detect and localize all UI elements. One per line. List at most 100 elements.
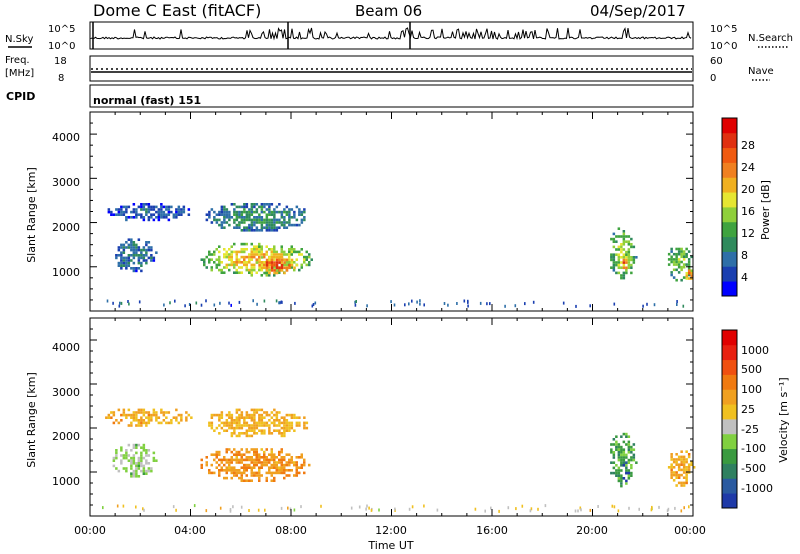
heatmap-cell [245, 421, 249, 425]
heatmap-cell [617, 474, 621, 477]
heatmap-cell [125, 467, 128, 470]
heatmap-cell [288, 413, 291, 417]
heatmap-cell [233, 218, 236, 222]
heatmap-cell [184, 304, 186, 308]
heatmap-cell [240, 426, 244, 430]
heatmap-cell [273, 466, 276, 469]
heatmap-cell [135, 208, 138, 211]
heatmap-cell [162, 411, 166, 414]
heatmap-cell [270, 253, 273, 256]
heatmap-cell [283, 434, 286, 438]
heatmap-cell [117, 261, 121, 265]
heatmap-cell [147, 248, 151, 252]
heatmap-cell [625, 432, 628, 436]
heatmap-cell [245, 479, 248, 482]
heatmap-cell [630, 263, 633, 267]
heatmap-cell [240, 248, 243, 251]
heatmap-cell [620, 435, 623, 438]
heatmap-cell [233, 208, 236, 211]
heatmap-cell [170, 419, 173, 422]
heatmap-cell [627, 266, 631, 269]
heatmap-cell [680, 255, 683, 259]
heatmap-cell [220, 226, 224, 229]
heatmap-cell [172, 213, 176, 216]
heatmap-cell [125, 264, 128, 267]
heatmap-cell [125, 449, 128, 452]
heatmap-cell [280, 248, 283, 251]
heatmap-cell [279, 301, 281, 305]
heatmap-cell [273, 250, 276, 254]
heatmap-cell [622, 248, 626, 251]
heatmap-cell [147, 449, 151, 452]
heatmap-cell [220, 461, 223, 464]
power-cbar-tick-28: 28 [741, 139, 755, 152]
heatmap-cell [275, 221, 279, 224]
heatmap-cell [115, 454, 118, 457]
heatmap-cell [155, 210, 158, 214]
heatmap-cell [288, 210, 291, 214]
heatmap-cell [245, 210, 249, 214]
heatmap-cell [243, 469, 246, 472]
heatmap-cell [238, 216, 241, 219]
heatmap-cell [288, 263, 291, 267]
heatmap-cell [680, 260, 683, 264]
heatmap-cell [130, 413, 133, 417]
freq-label-line1: Freq. [5, 55, 30, 66]
heatmap-cell [120, 243, 123, 247]
heatmap-cell [255, 271, 258, 274]
heatmap-cell [152, 408, 156, 412]
heatmap-cell [298, 223, 301, 227]
heatmap-cell [670, 471, 673, 474]
heatmap-cell [258, 253, 261, 256]
heatmap-cell [612, 266, 616, 269]
heatmap-cell [293, 416, 296, 419]
heatmap-cell [263, 253, 266, 256]
colorbar-segment [722, 281, 737, 297]
heatmap-cell [175, 408, 178, 412]
heatmap-cell [218, 413, 221, 417]
heatmap-cell [260, 223, 264, 227]
heatmap-cell [135, 267, 138, 270]
heatmap-cell [245, 261, 248, 264]
heatmap-cell [220, 411, 224, 414]
heatmap-cell [273, 253, 276, 256]
heatmap-cell [160, 213, 163, 216]
heatmap-cell [240, 213, 244, 216]
heatmap-cell [617, 248, 621, 251]
heatmap-cell [270, 463, 273, 467]
heatmap-cell [264, 508, 266, 512]
heatmap-cell [169, 301, 171, 305]
heatmap-cell [250, 416, 254, 419]
heatmap-cell [132, 254, 136, 257]
heatmap-cell [210, 266, 213, 269]
heatmap-cell [268, 466, 271, 469]
heatmap-cell [617, 235, 621, 238]
heatmap-cell [687, 258, 691, 261]
heatmap-cell [273, 408, 276, 412]
heatmap-cell [285, 210, 289, 214]
heatmap-cell [263, 421, 266, 425]
heatmap-cell [122, 411, 126, 414]
heatmap-cell [265, 456, 268, 459]
heatmap-cell [250, 424, 254, 427]
heatmap-cell [130, 259, 133, 262]
heatmap-cell [295, 463, 298, 467]
heatmap-cell [122, 467, 126, 470]
nsky-tick-top: 10^5 [48, 24, 75, 35]
heatmap-cell [175, 210, 178, 214]
heatmap-cell [155, 205, 158, 209]
power-cbar-label: Power [dB] [759, 180, 772, 240]
heatmap-cell [248, 416, 251, 419]
heatmap-cell [278, 419, 281, 422]
heatmap-cell [627, 256, 631, 259]
heatmap-cell [273, 476, 276, 480]
heatmap-cell [625, 443, 628, 446]
heatmap-cell [120, 267, 123, 270]
heatmap-cell [690, 277, 693, 280]
heatmap-cell [290, 216, 294, 219]
heatmap-cell [630, 266, 633, 269]
heatmap-cell [232, 505, 234, 509]
heatmap-cell [253, 450, 256, 454]
heatmap-cell [275, 266, 279, 270]
heatmap-cell [253, 210, 256, 214]
